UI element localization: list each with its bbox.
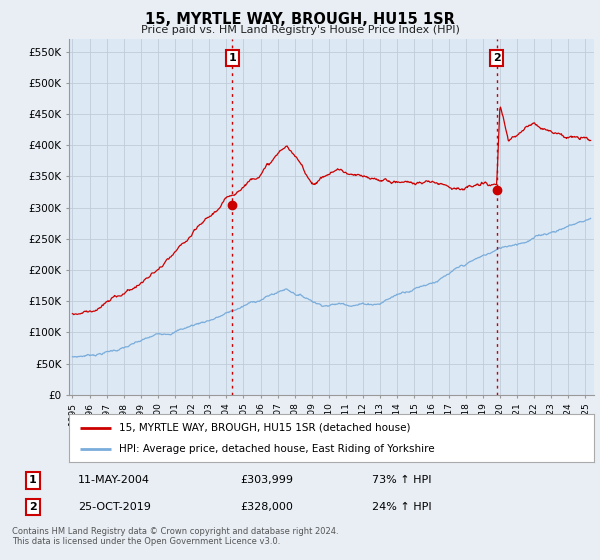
Text: £328,000: £328,000 <box>240 502 293 512</box>
Text: HPI: Average price, detached house, East Riding of Yorkshire: HPI: Average price, detached house, East… <box>119 444 434 454</box>
Text: 24% ↑ HPI: 24% ↑ HPI <box>372 502 431 512</box>
Text: 2: 2 <box>493 53 500 63</box>
Text: £303,999: £303,999 <box>240 475 293 486</box>
Text: 25-OCT-2019: 25-OCT-2019 <box>78 502 151 512</box>
Text: 1: 1 <box>229 53 236 63</box>
Text: 11-MAY-2004: 11-MAY-2004 <box>78 475 150 486</box>
Text: 15, MYRTLE WAY, BROUGH, HU15 1SR: 15, MYRTLE WAY, BROUGH, HU15 1SR <box>145 12 455 27</box>
Text: Contains HM Land Registry data © Crown copyright and database right 2024.: Contains HM Land Registry data © Crown c… <box>12 528 338 536</box>
Text: 15, MYRTLE WAY, BROUGH, HU15 1SR (detached house): 15, MYRTLE WAY, BROUGH, HU15 1SR (detach… <box>119 423 410 433</box>
Text: 1: 1 <box>29 475 37 486</box>
Text: This data is licensed under the Open Government Licence v3.0.: This data is licensed under the Open Gov… <box>12 537 280 546</box>
Text: 2: 2 <box>29 502 37 512</box>
Text: Price paid vs. HM Land Registry's House Price Index (HPI): Price paid vs. HM Land Registry's House … <box>140 25 460 35</box>
Text: 73% ↑ HPI: 73% ↑ HPI <box>372 475 431 486</box>
